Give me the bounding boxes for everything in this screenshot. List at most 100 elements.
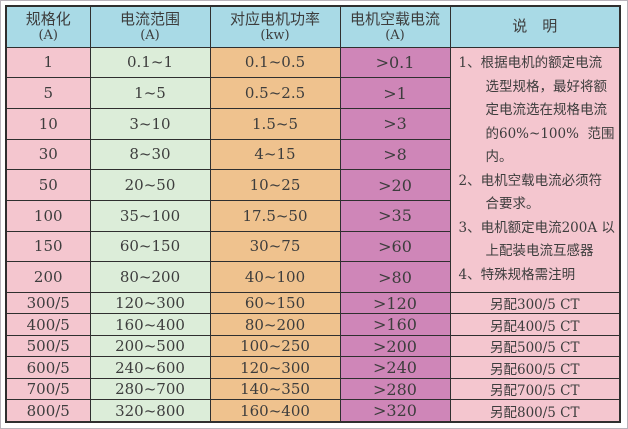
header-no-load-current-title: 电机空载电流 xyxy=(349,9,440,28)
note-line: 上配装电流互感器 xyxy=(485,243,594,260)
cell-spec: 100 xyxy=(5,199,91,232)
cell-motor-power: 4~15 xyxy=(209,138,341,171)
cell-ct-note: 另配300/5 CT xyxy=(449,291,621,315)
header-notes: 说 明 xyxy=(449,5,621,48)
cell-ct-note: 另配600/5 CT xyxy=(449,356,621,379)
cell-current-range: 1~5 xyxy=(89,77,211,109)
header-motor-power-title: 对应电机功率 xyxy=(229,9,320,28)
spec-table: 规格化 (A) 电流范围 (A) 对应电机功率 (kw) 电机空载电流 (A) xyxy=(5,5,621,423)
header-no-load-current-unit: (A) xyxy=(385,27,405,43)
cell-motor-power: 10~25 xyxy=(209,169,341,201)
cell-no-load-current: >240 xyxy=(339,356,451,379)
table-row: 200 80~200 40~100 >80 xyxy=(5,261,620,293)
cell-spec: 500/5 xyxy=(5,334,91,358)
cell-current-range: 35~100 xyxy=(89,199,211,232)
header-current-range: 电流范围 (A) xyxy=(89,5,211,48)
cell-spec: 30 xyxy=(5,138,91,171)
cell-motor-power: 40~100 xyxy=(209,261,341,293)
cell-current-range: 320~800 xyxy=(89,399,211,423)
cell-current-range: 20~50 xyxy=(89,169,211,201)
header-spec-unit: (A) xyxy=(38,27,59,43)
cell-spec: 10 xyxy=(5,107,91,140)
cell-no-load-current: >1 xyxy=(339,77,451,109)
cell-motor-power: 140~350 xyxy=(209,377,341,401)
table-row: 100 35~100 17.5~50 >35 xyxy=(5,199,620,232)
cell-spec: 5 xyxy=(5,77,91,109)
cell-no-load-current: >320 xyxy=(339,399,451,423)
cell-no-load-current: >20 xyxy=(339,169,451,201)
table-row: 700/5 280~700 140~350 >280 另配700/5 CT xyxy=(5,377,621,401)
cell-spec: 700/5 xyxy=(5,377,91,401)
header-motor-power-unit: (kw) xyxy=(260,27,290,43)
table-row: 150 60~150 30~75 >60 xyxy=(5,230,620,263)
table-row: 1 0.1~1 0.1~0.5 >0.1 1、根据电机的额定电流 选型规格，最好… xyxy=(5,46,621,293)
note-line: 的60%~100% 范围内。 xyxy=(485,125,615,166)
cell-motor-power: 30~75 xyxy=(209,230,341,263)
note-line: 4、特殊规格需注明 xyxy=(458,266,576,283)
table-row: 5 1~5 0.5~2.5 >1 xyxy=(5,77,620,109)
cell-current-range: 160~400 xyxy=(89,313,211,336)
cell-ct-note: 另配400/5 CT xyxy=(449,313,621,336)
cell-no-load-current: >0.1 xyxy=(339,46,451,79)
cell-current-range: 80~200 xyxy=(89,261,211,293)
table-row: 800/5 320~800 160~400 >320 另配800/5 CT xyxy=(5,399,621,423)
cell-current-range: 120~300 xyxy=(89,291,211,315)
cell-no-load-current: >60 xyxy=(339,230,451,263)
note-line: 定电流选在规格电流 xyxy=(485,102,608,119)
note-line: 合要求。 xyxy=(485,196,540,213)
table-row: 400/5 160~400 80~200 >160 另配400/5 CT xyxy=(5,313,621,336)
cell-current-range: 200~500 xyxy=(89,334,211,358)
cell-no-load-current: >120 xyxy=(339,291,451,315)
header-row: 规格化 (A) 电流范围 (A) 对应电机功率 (kw) 电机空载电流 (A) xyxy=(5,5,621,48)
cell-motor-power: 160~400 xyxy=(209,399,341,423)
table-row: 600/5 240~600 120~300 >240 另配600/5 CT xyxy=(5,356,621,379)
header-spec-title: 规格化 xyxy=(25,9,71,28)
cell-motor-power: 120~300 xyxy=(209,356,341,379)
note-line: 2、电机空载电流必须符 xyxy=(458,172,603,189)
cell-spec: 200 xyxy=(5,261,91,293)
note-line: 1、根据电机的额定电流 xyxy=(458,55,603,72)
header-spec: 规格化 (A) xyxy=(5,5,91,48)
header-current-range-title: 电流范围 xyxy=(119,9,180,28)
cell-ct-note: 另配800/5 CT xyxy=(449,399,621,423)
header-current-range-unit: (A) xyxy=(140,27,160,43)
cell-motor-power: 17.5~50 xyxy=(209,199,341,232)
header-no-load-current: 电机空载电流 (A) xyxy=(339,5,451,48)
cell-no-load-current: >35 xyxy=(339,199,451,232)
header-notes-title: 说 明 xyxy=(512,17,558,36)
cell-current-range: 240~600 xyxy=(89,356,211,379)
cell-spec: 800/5 xyxy=(5,399,91,423)
cell-motor-power: 60~150 xyxy=(209,291,341,315)
cell-current-range: 280~700 xyxy=(89,377,211,401)
cell-current-range: 3~10 xyxy=(89,107,211,140)
table-wrapper: 规格化 (A) 电流范围 (A) 对应电机功率 (kw) 电机空载电流 (A) xyxy=(5,5,621,423)
cell-spec: 1 xyxy=(5,46,91,79)
cell-spec: 400/5 xyxy=(5,313,91,336)
cell-no-load-current: >160 xyxy=(339,313,451,336)
table-row: 300/5 120~300 60~150 >120 另配300/5 CT xyxy=(5,291,621,315)
cell-motor-power: 80~200 xyxy=(209,313,341,336)
cell-motor-power: 100~250 xyxy=(209,334,341,358)
cell-no-load-current: >8 xyxy=(339,138,451,171)
cell-spec: 300/5 xyxy=(5,291,91,315)
table-row: 500/5 200~500 100~250 >200 另配500/5 CT xyxy=(5,334,621,358)
cell-motor-power: 1.5~5 xyxy=(209,107,341,140)
cell-spec: 50 xyxy=(5,169,91,201)
table-row: 10 3~10 1.5~5 >3 xyxy=(5,107,620,140)
cell-spec: 150 xyxy=(5,230,91,263)
cell-motor-power: 0.1~0.5 xyxy=(209,46,341,79)
cell-current-range: 60~150 xyxy=(89,230,211,263)
cell-no-load-current: >3 xyxy=(339,107,451,140)
cell-ct-note: 另配500/5 CT xyxy=(449,334,621,358)
cell-no-load-current: >280 xyxy=(339,377,451,401)
cell-ct-note: 另配700/5 CT xyxy=(449,377,621,401)
cell-spec: 600/5 xyxy=(5,356,91,379)
cell-current-range: 0.1~1 xyxy=(89,46,211,79)
cell-no-load-current: >200 xyxy=(339,334,451,358)
note-line: 3、电机额定电流200A 以 xyxy=(458,219,615,236)
header-motor-power: 对应电机功率 (kw) xyxy=(209,5,341,48)
cell-current-range: 8~30 xyxy=(89,138,211,171)
cell-no-load-current: >80 xyxy=(339,261,451,293)
notes-cell: 1、根据电机的额定电流 选型规格，最好将额 定电流选在规格电流 的60%~100… xyxy=(449,46,621,293)
